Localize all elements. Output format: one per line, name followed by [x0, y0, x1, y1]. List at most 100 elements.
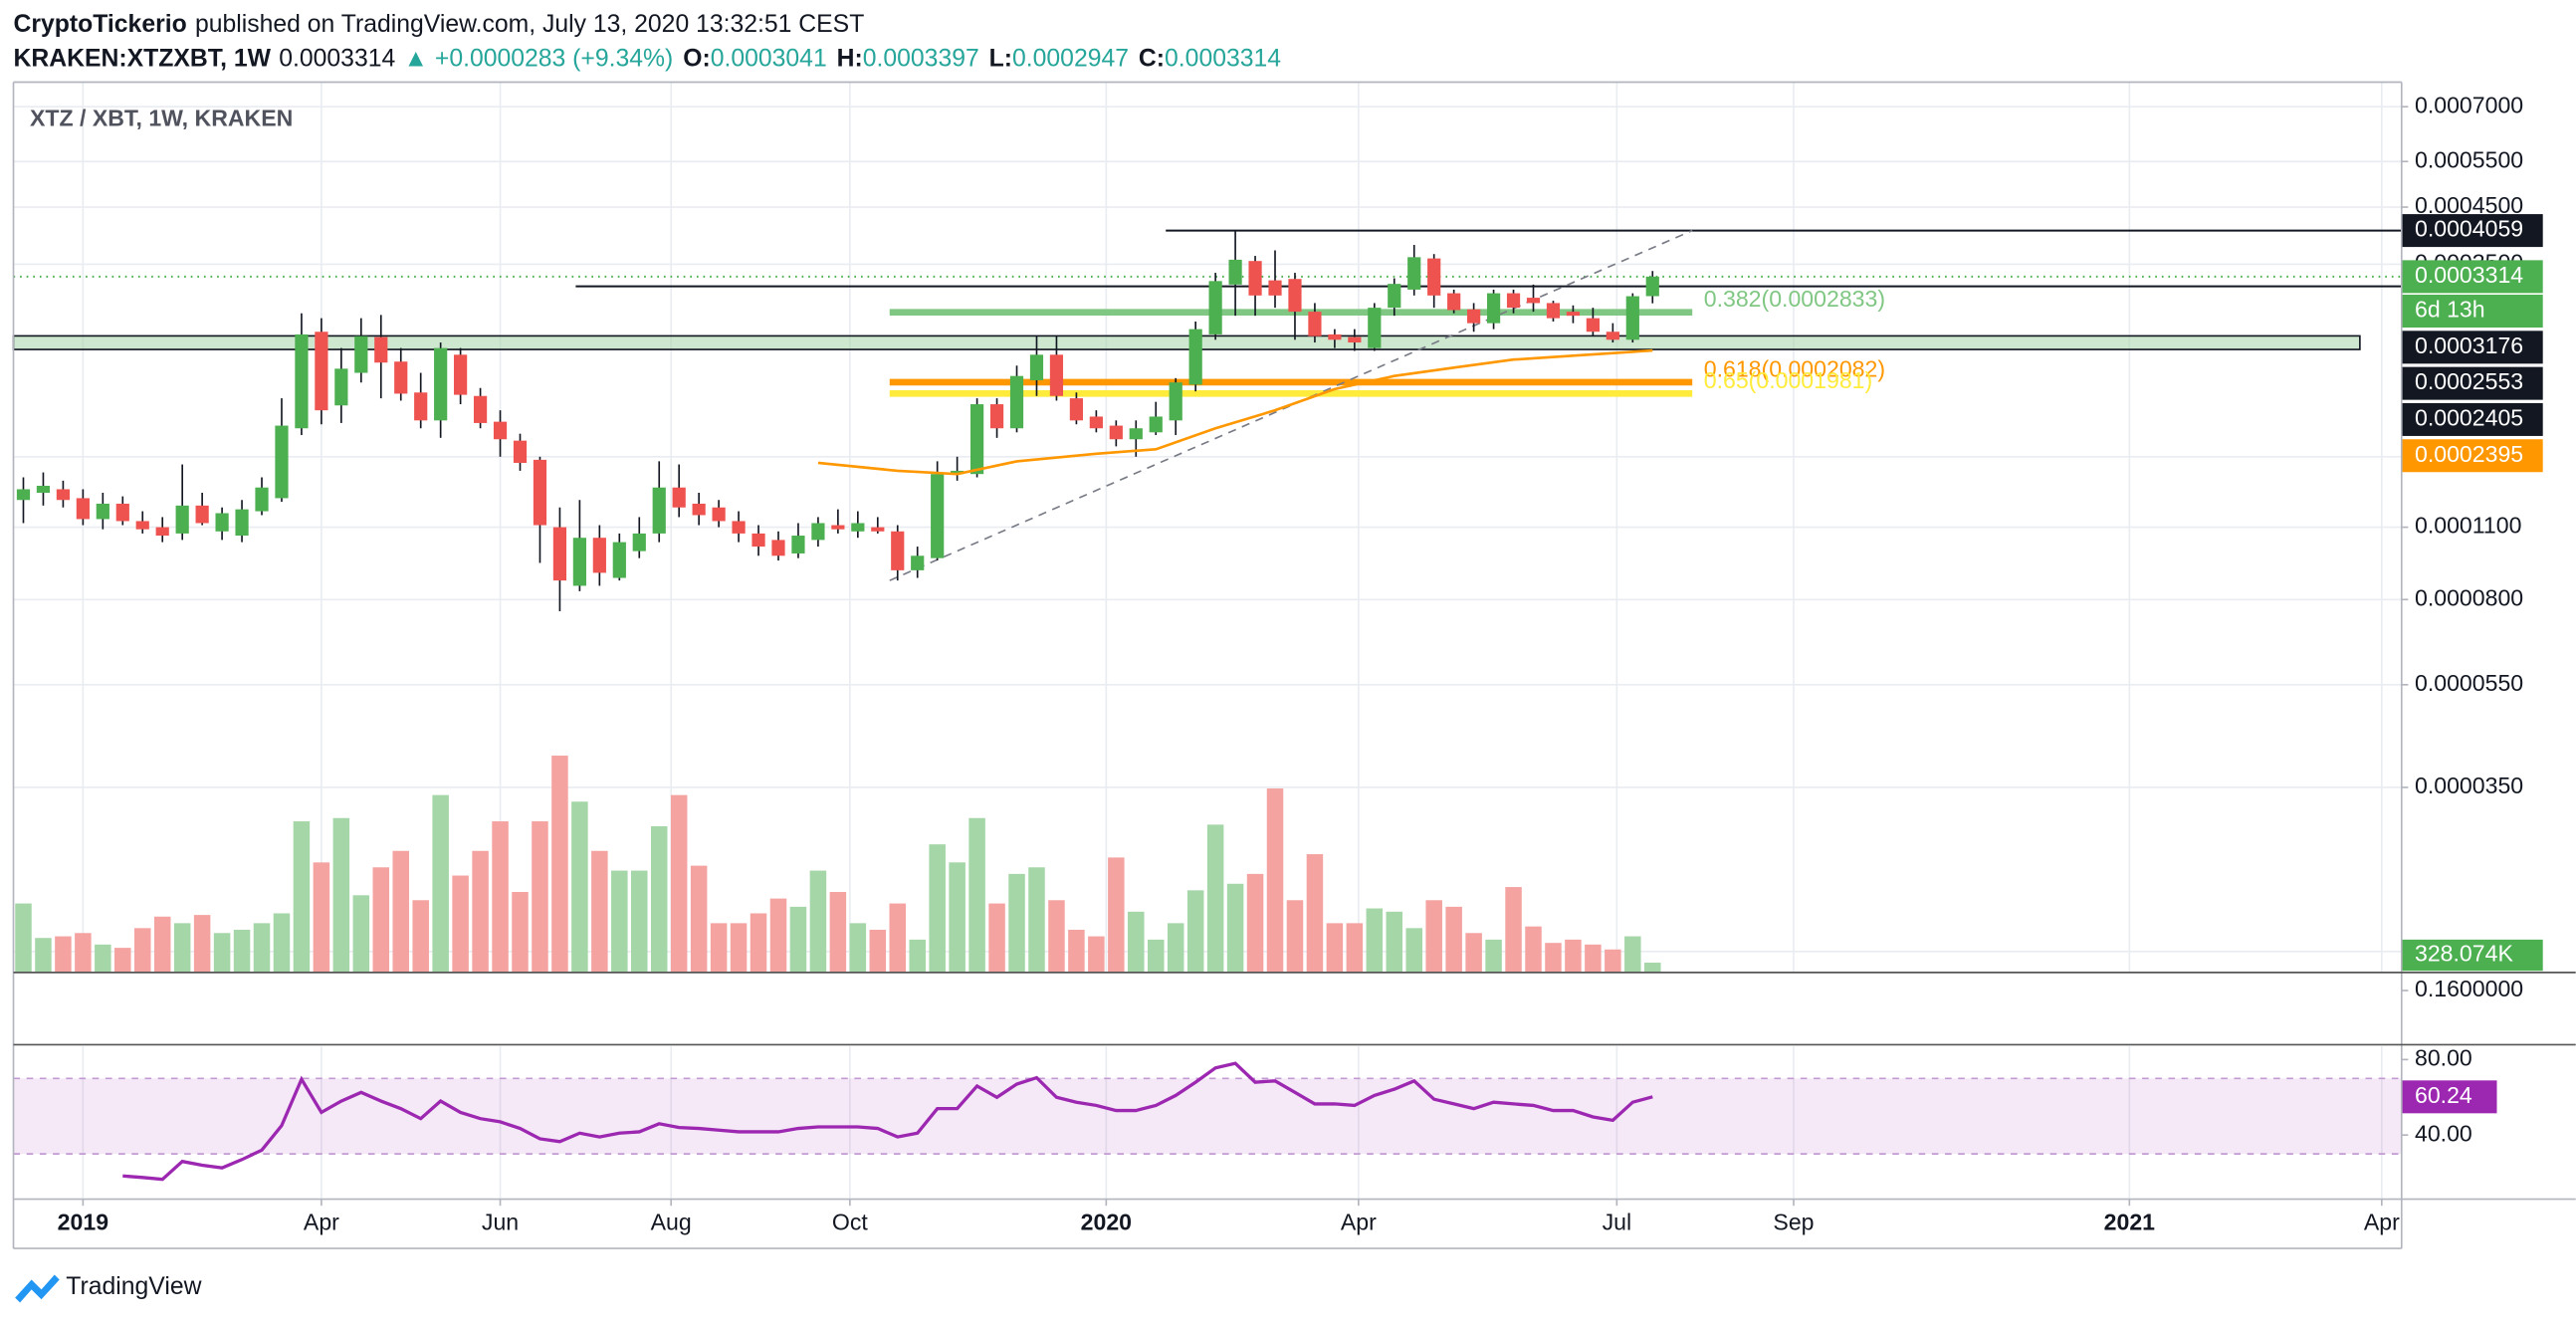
volume-bar: [611, 870, 628, 973]
volume-bar: [571, 801, 588, 973]
candle-body: [414, 392, 428, 421]
candle-body: [1169, 382, 1182, 421]
y-tick-label: 40.00: [2415, 1120, 2472, 1146]
candle-body: [255, 487, 269, 512]
price-badge-label: 0.0002395: [2415, 441, 2523, 467]
candle-body: [334, 368, 348, 406]
candle-body: [1407, 257, 1421, 290]
volume-bar: [1266, 788, 1284, 973]
volume-bar: [15, 903, 32, 973]
candle-body: [1149, 416, 1163, 433]
candle-body: [851, 523, 865, 532]
volume-bar: [95, 944, 111, 973]
volume-bar: [432, 794, 449, 973]
candle-body: [811, 523, 825, 541]
x-tick-label: 2021: [2104, 1209, 2156, 1234]
volume-bar: [492, 821, 509, 973]
change: ▲ +0.0000283 (+9.34%): [404, 45, 674, 72]
price-badge: [2401, 402, 2543, 436]
rsi-badge: [2401, 1080, 2497, 1114]
volume-bar: [1167, 923, 1184, 973]
candle-body: [1248, 261, 1262, 296]
y-tick-label: 0.0000550: [2415, 670, 2523, 696]
volume-badge: [2401, 939, 2543, 972]
candle-body: [652, 487, 666, 534]
moving-average: [817, 348, 1653, 476]
candle-body: [791, 536, 805, 553]
price-badge: [2401, 214, 2543, 248]
candle-body: [552, 527, 567, 581]
trendline: [889, 229, 1693, 581]
candle-body: [1268, 280, 1282, 296]
volume-bar: [769, 898, 787, 973]
volume-bar: [75, 933, 92, 973]
y-tick-label: 0.0007000: [2415, 92, 2523, 117]
candle-body: [1447, 293, 1461, 311]
candle-body: [1129, 428, 1143, 440]
volume-bar: [133, 928, 151, 973]
plot-layer: 2019 Apr Jun Aug Oct 2020 Apr Jul Sep 2021 Apr 0.00…: [12, 82, 2543, 1234]
ohlc-label: C:: [1139, 45, 1165, 72]
volume-bar: [730, 923, 748, 973]
header-line-2: KRAKEN:XTZXBT, 1W 0.0003314 ▲ +0.0000283 (…: [14, 45, 1282, 72]
volume-bar: [849, 923, 867, 973]
volume-bar: [1545, 943, 1562, 973]
ohlc-label: O:: [683, 45, 710, 72]
volume-bar: [968, 817, 985, 973]
volume-bar: [1585, 944, 1602, 973]
volume-bar: [1405, 928, 1422, 973]
y-tick-label: 0.0000350: [2415, 772, 2523, 798]
candle-body: [1208, 281, 1222, 334]
x-tick-label: Apr: [1341, 1209, 1377, 1234]
candle-body: [1486, 293, 1501, 324]
volume-bar: [1445, 906, 1462, 973]
price-badge-label: 0.0004059: [2415, 216, 2523, 242]
candle-body: [1029, 354, 1044, 381]
candle-body: [215, 513, 229, 532]
volume-bar: [273, 913, 291, 973]
candle-body: [1288, 279, 1302, 313]
volume-bar: [452, 875, 469, 973]
volume-bar: [35, 938, 52, 973]
volume-bar: [710, 923, 728, 973]
price-badge: [2401, 295, 2543, 329]
candle-body: [831, 525, 845, 530]
volume-bar: [332, 817, 350, 973]
candle-body: [871, 527, 885, 532]
volume-bar: [1306, 854, 1324, 973]
volume-bar: [173, 923, 191, 973]
candle-body: [1566, 312, 1581, 317]
candle-body: [951, 470, 965, 475]
candle-body: [751, 533, 765, 548]
candle-body: [1009, 375, 1024, 429]
candle-body: [1645, 276, 1659, 297]
volume-bar: [1366, 908, 1384, 973]
last-price: 0.0003314: [279, 45, 395, 72]
rsi-band: [13, 1078, 2402, 1155]
volume-bar: [690, 865, 708, 973]
candle-body: [235, 509, 249, 537]
logo: TradingView: [15, 1273, 202, 1303]
candle-body: [115, 503, 129, 522]
volume-bar: [650, 826, 668, 973]
candle-body: [1586, 318, 1600, 332]
candle-body: [1368, 308, 1382, 348]
candle-body: [969, 404, 984, 475]
price-badge-label: 0.0002405: [2415, 405, 2523, 431]
candle-body: [891, 531, 905, 570]
volume-bar: [750, 913, 767, 973]
price-badge: [2401, 331, 2543, 364]
volume-bar: [1068, 929, 1085, 973]
candle-body: [533, 459, 547, 526]
candle-body: [1328, 333, 1342, 340]
x-tick-label: Aug: [651, 1209, 692, 1234]
y-tick-label: 80.00: [2415, 1045, 2472, 1071]
volume-bar: [1565, 939, 1582, 973]
fib-label: 0.382(0.0002833): [1704, 286, 1885, 312]
candle-body: [76, 498, 90, 520]
candle-body: [36, 485, 51, 494]
y-tick-label: 0.0001100: [2415, 513, 2521, 539]
x-tick-label: Jun: [482, 1209, 519, 1234]
x-tick-label: Apr: [304, 1209, 339, 1234]
